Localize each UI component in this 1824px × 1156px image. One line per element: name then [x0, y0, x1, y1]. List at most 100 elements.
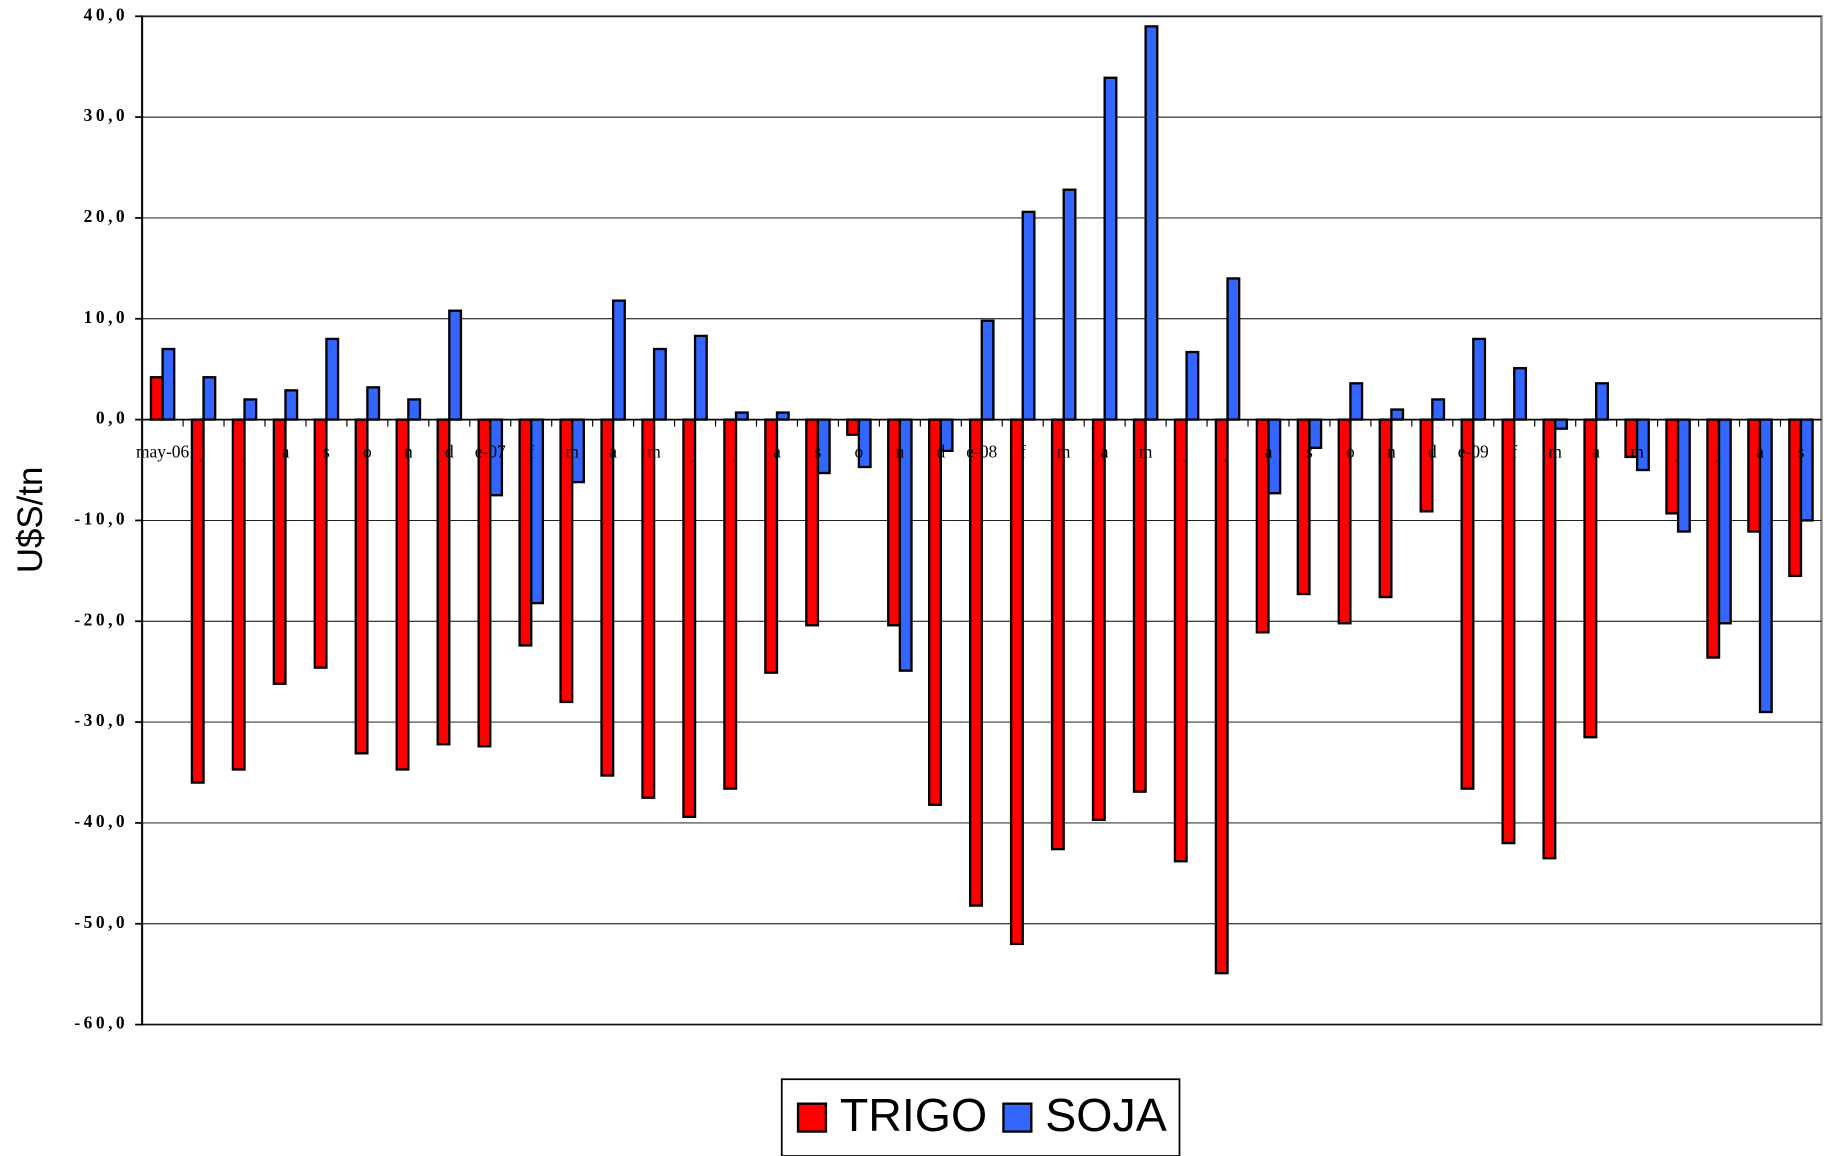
bar [1747, 418, 1762, 533]
bar [928, 418, 942, 806]
bar [325, 337, 340, 421]
legend-swatch [796, 1102, 828, 1133]
x-tick-label: j [200, 441, 206, 461]
x-tick-label: f [1511, 441, 1517, 461]
x-tick-label: d [936, 441, 945, 461]
bar [366, 386, 381, 421]
bar [1214, 418, 1229, 975]
bar [1595, 382, 1609, 421]
bar [1144, 25, 1159, 421]
x-tick-label: m [647, 441, 661, 461]
legend-swatch [1002, 1102, 1033, 1133]
bar [1390, 408, 1405, 421]
x-tick-label: d [445, 441, 454, 461]
bar [1513, 367, 1528, 421]
y-tick-label: 10,0 [84, 307, 128, 327]
x-tick-label: j [1183, 441, 1189, 461]
bar [641, 418, 656, 799]
bar [354, 418, 369, 755]
x-tick-label: o [1346, 441, 1355, 461]
x-tick-label: m [1548, 441, 1562, 461]
y-tick-label: 0,0 [96, 408, 128, 428]
bar [980, 319, 995, 421]
bar [202, 376, 217, 421]
bar [775, 411, 790, 421]
bar [231, 418, 246, 771]
y-tick-label: -40,0 [74, 811, 128, 831]
y-tick-label: 30,0 [84, 105, 128, 125]
bar [1226, 277, 1241, 421]
bar [1501, 418, 1516, 845]
x-tick-label: e-07 [475, 441, 506, 461]
bar [1349, 382, 1364, 421]
x-tick-label: a [773, 441, 781, 461]
x-tick-label: j [241, 441, 247, 461]
x-tick-label: may-06 [136, 441, 190, 461]
x-tick-label: j [1716, 441, 1722, 461]
bar [1554, 418, 1569, 430]
bar [600, 418, 615, 777]
x-tick-label: o [363, 441, 372, 461]
bar [1009, 418, 1024, 946]
x-tick-label: a [282, 441, 290, 461]
bar [161, 347, 176, 421]
bar [1103, 76, 1118, 421]
x-tick-label: j [1675, 441, 1681, 461]
x-tick-label: s [1798, 441, 1805, 461]
bar [1676, 418, 1691, 533]
x-tick-label: a [609, 441, 617, 461]
x-tick-label: s [323, 441, 330, 461]
y-tick-label: -60,0 [74, 1013, 128, 1033]
x-tick-label: j [733, 441, 739, 461]
x-tick-label: m [1630, 441, 1644, 461]
bar [149, 376, 164, 421]
bar [693, 334, 708, 421]
bar [1062, 188, 1077, 421]
bar [1542, 418, 1557, 860]
bar [1799, 418, 1814, 522]
bar [1665, 418, 1680, 515]
bar [734, 411, 749, 421]
x-tick-label: s [815, 441, 822, 461]
legend-label: TRIGO [840, 1089, 987, 1141]
bar [1758, 418, 1773, 714]
bar [652, 347, 667, 421]
x-tick-label: m [565, 441, 579, 461]
bar [1021, 210, 1036, 421]
x-tick-label: a [1265, 441, 1273, 461]
x-tick-label: n [404, 441, 413, 461]
bar [611, 299, 626, 421]
x-tick-label: a [1756, 441, 1764, 461]
y-tick-label: 40,0 [84, 4, 128, 24]
bar [1419, 418, 1434, 513]
bar [682, 418, 697, 819]
bar [395, 418, 410, 771]
x-tick-label: j [1224, 441, 1230, 461]
y-tick-label: -20,0 [74, 609, 128, 629]
bar [1050, 418, 1065, 851]
bar [190, 418, 205, 784]
y-tick-label: -10,0 [74, 508, 128, 528]
y-tick-label: -30,0 [74, 710, 128, 730]
x-tick-label: j [692, 441, 698, 461]
bar [284, 389, 299, 421]
bar [1185, 350, 1200, 421]
bar [1132, 418, 1147, 793]
bar [407, 398, 422, 421]
legend-label: SOJA [1045, 1089, 1166, 1141]
legend-box [780, 1078, 1181, 1156]
bar [1460, 418, 1475, 790]
x-tick-label: f [528, 441, 534, 461]
bar [968, 418, 983, 907]
bar [1091, 418, 1106, 822]
bar [243, 398, 258, 421]
bar [559, 418, 574, 704]
y-tick-label: -50,0 [74, 912, 128, 932]
x-tick-label: a [1592, 441, 1600, 461]
bar [1431, 398, 1446, 421]
x-tick-label: m [1139, 441, 1153, 461]
bar [846, 418, 861, 436]
bar [1583, 418, 1598, 739]
